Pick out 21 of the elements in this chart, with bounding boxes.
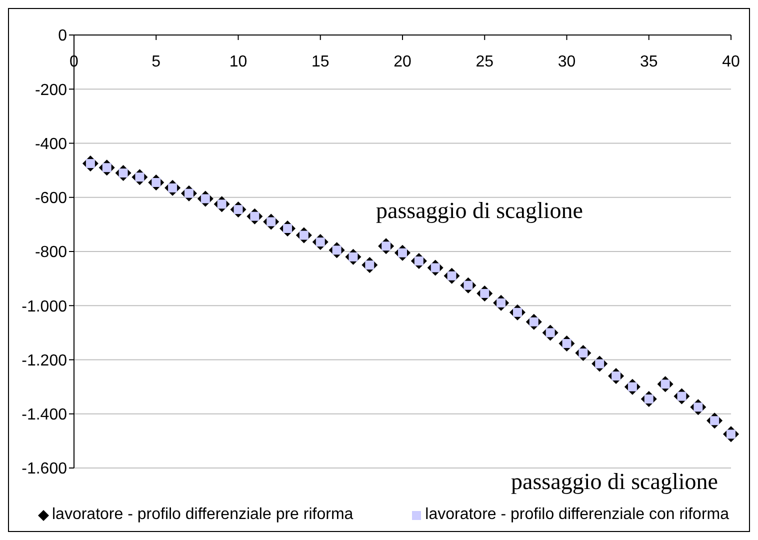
x-tick-label: 15	[311, 53, 330, 70]
x-tick-label: 10	[229, 53, 248, 70]
y-tick-label: -400	[34, 136, 68, 153]
y-tick-label: -200	[34, 82, 68, 99]
x-tick-label: 30	[558, 53, 576, 70]
y-tick-label: -1.000	[22, 298, 68, 316]
x-tick-label: 5	[152, 53, 161, 70]
x-tick-label: 35	[640, 53, 658, 70]
y-tick-label: 0	[58, 28, 68, 45]
y-tick-label: -1.600	[22, 460, 68, 478]
y-tick-label: -1.200	[22, 352, 68, 370]
text: passaggio di scaglione	[511, 469, 718, 495]
x-tick-label: 40	[722, 53, 740, 70]
y-tick-label: -800	[34, 244, 68, 262]
x-tick-label: 25	[476, 53, 494, 70]
x-tick-label: 20	[394, 53, 412, 70]
y-tick-label: -1.400	[22, 406, 68, 424]
legend-label: lavoratore - profilo differenziale con riforma	[425, 505, 729, 525]
y-tick-label: -600	[34, 190, 68, 208]
legend-label: lavoratore - profilo differenziale pre riforma	[52, 505, 354, 525]
annotation: passaggio di scaglione	[376, 198, 583, 224]
